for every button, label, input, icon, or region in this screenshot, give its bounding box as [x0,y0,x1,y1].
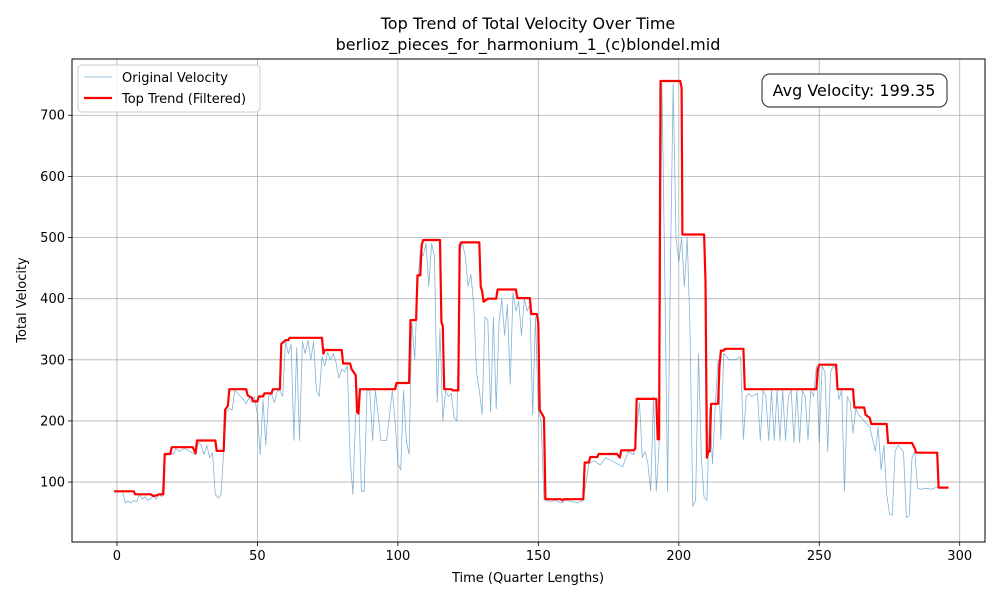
y-tick-label: 700 [40,109,65,124]
x-axis-label: Time (Quarter Lengths) [451,571,604,586]
x-tick-label: 150 [526,549,551,564]
y-tick-label: 200 [40,414,65,429]
y-tick-label: 500 [40,231,65,246]
y-axis: 100 200 300 400 500 600 700 [40,109,72,491]
legend: Original Velocity Top Trend (Filtered) [77,64,261,113]
y-tick-label: 300 [40,353,65,368]
series-line-top-trend [114,79,949,502]
plot-series [114,79,949,518]
plot-frame [71,58,986,543]
y-tick-label: 400 [40,292,65,307]
y-tick-label: 100 [40,476,65,491]
series-line-original-velocity [122,83,949,518]
x-axis: 0 50 100 150 200 250 300 [113,542,972,564]
x-tick-label: 0 [113,549,121,564]
chart-subtitle: berlioz_pieces_for_harmonium_1_(c)blonde… [336,35,721,55]
legend-box [77,64,261,113]
y-tick-label: 600 [40,170,65,185]
annotation-text: Avg Velocity: 199.35 [773,81,936,100]
legend-label-trend: Top Trend (Filtered) [121,92,246,107]
y-axis-label: Total Velocity [15,257,30,344]
avg-velocity-annotation: Avg Velocity: 199.35 [761,73,948,108]
x-tick-label: 300 [947,549,972,564]
chart-title: Top Trend of Total Velocity Over Time [380,14,676,33]
x-tick-label: 250 [807,549,832,564]
annotation-box [761,73,948,108]
x-tick-label: 50 [249,549,266,564]
legend-label-original: Original Velocity [122,71,228,86]
x-tick-label: 100 [385,549,410,564]
x-tick-label: 200 [666,549,691,564]
